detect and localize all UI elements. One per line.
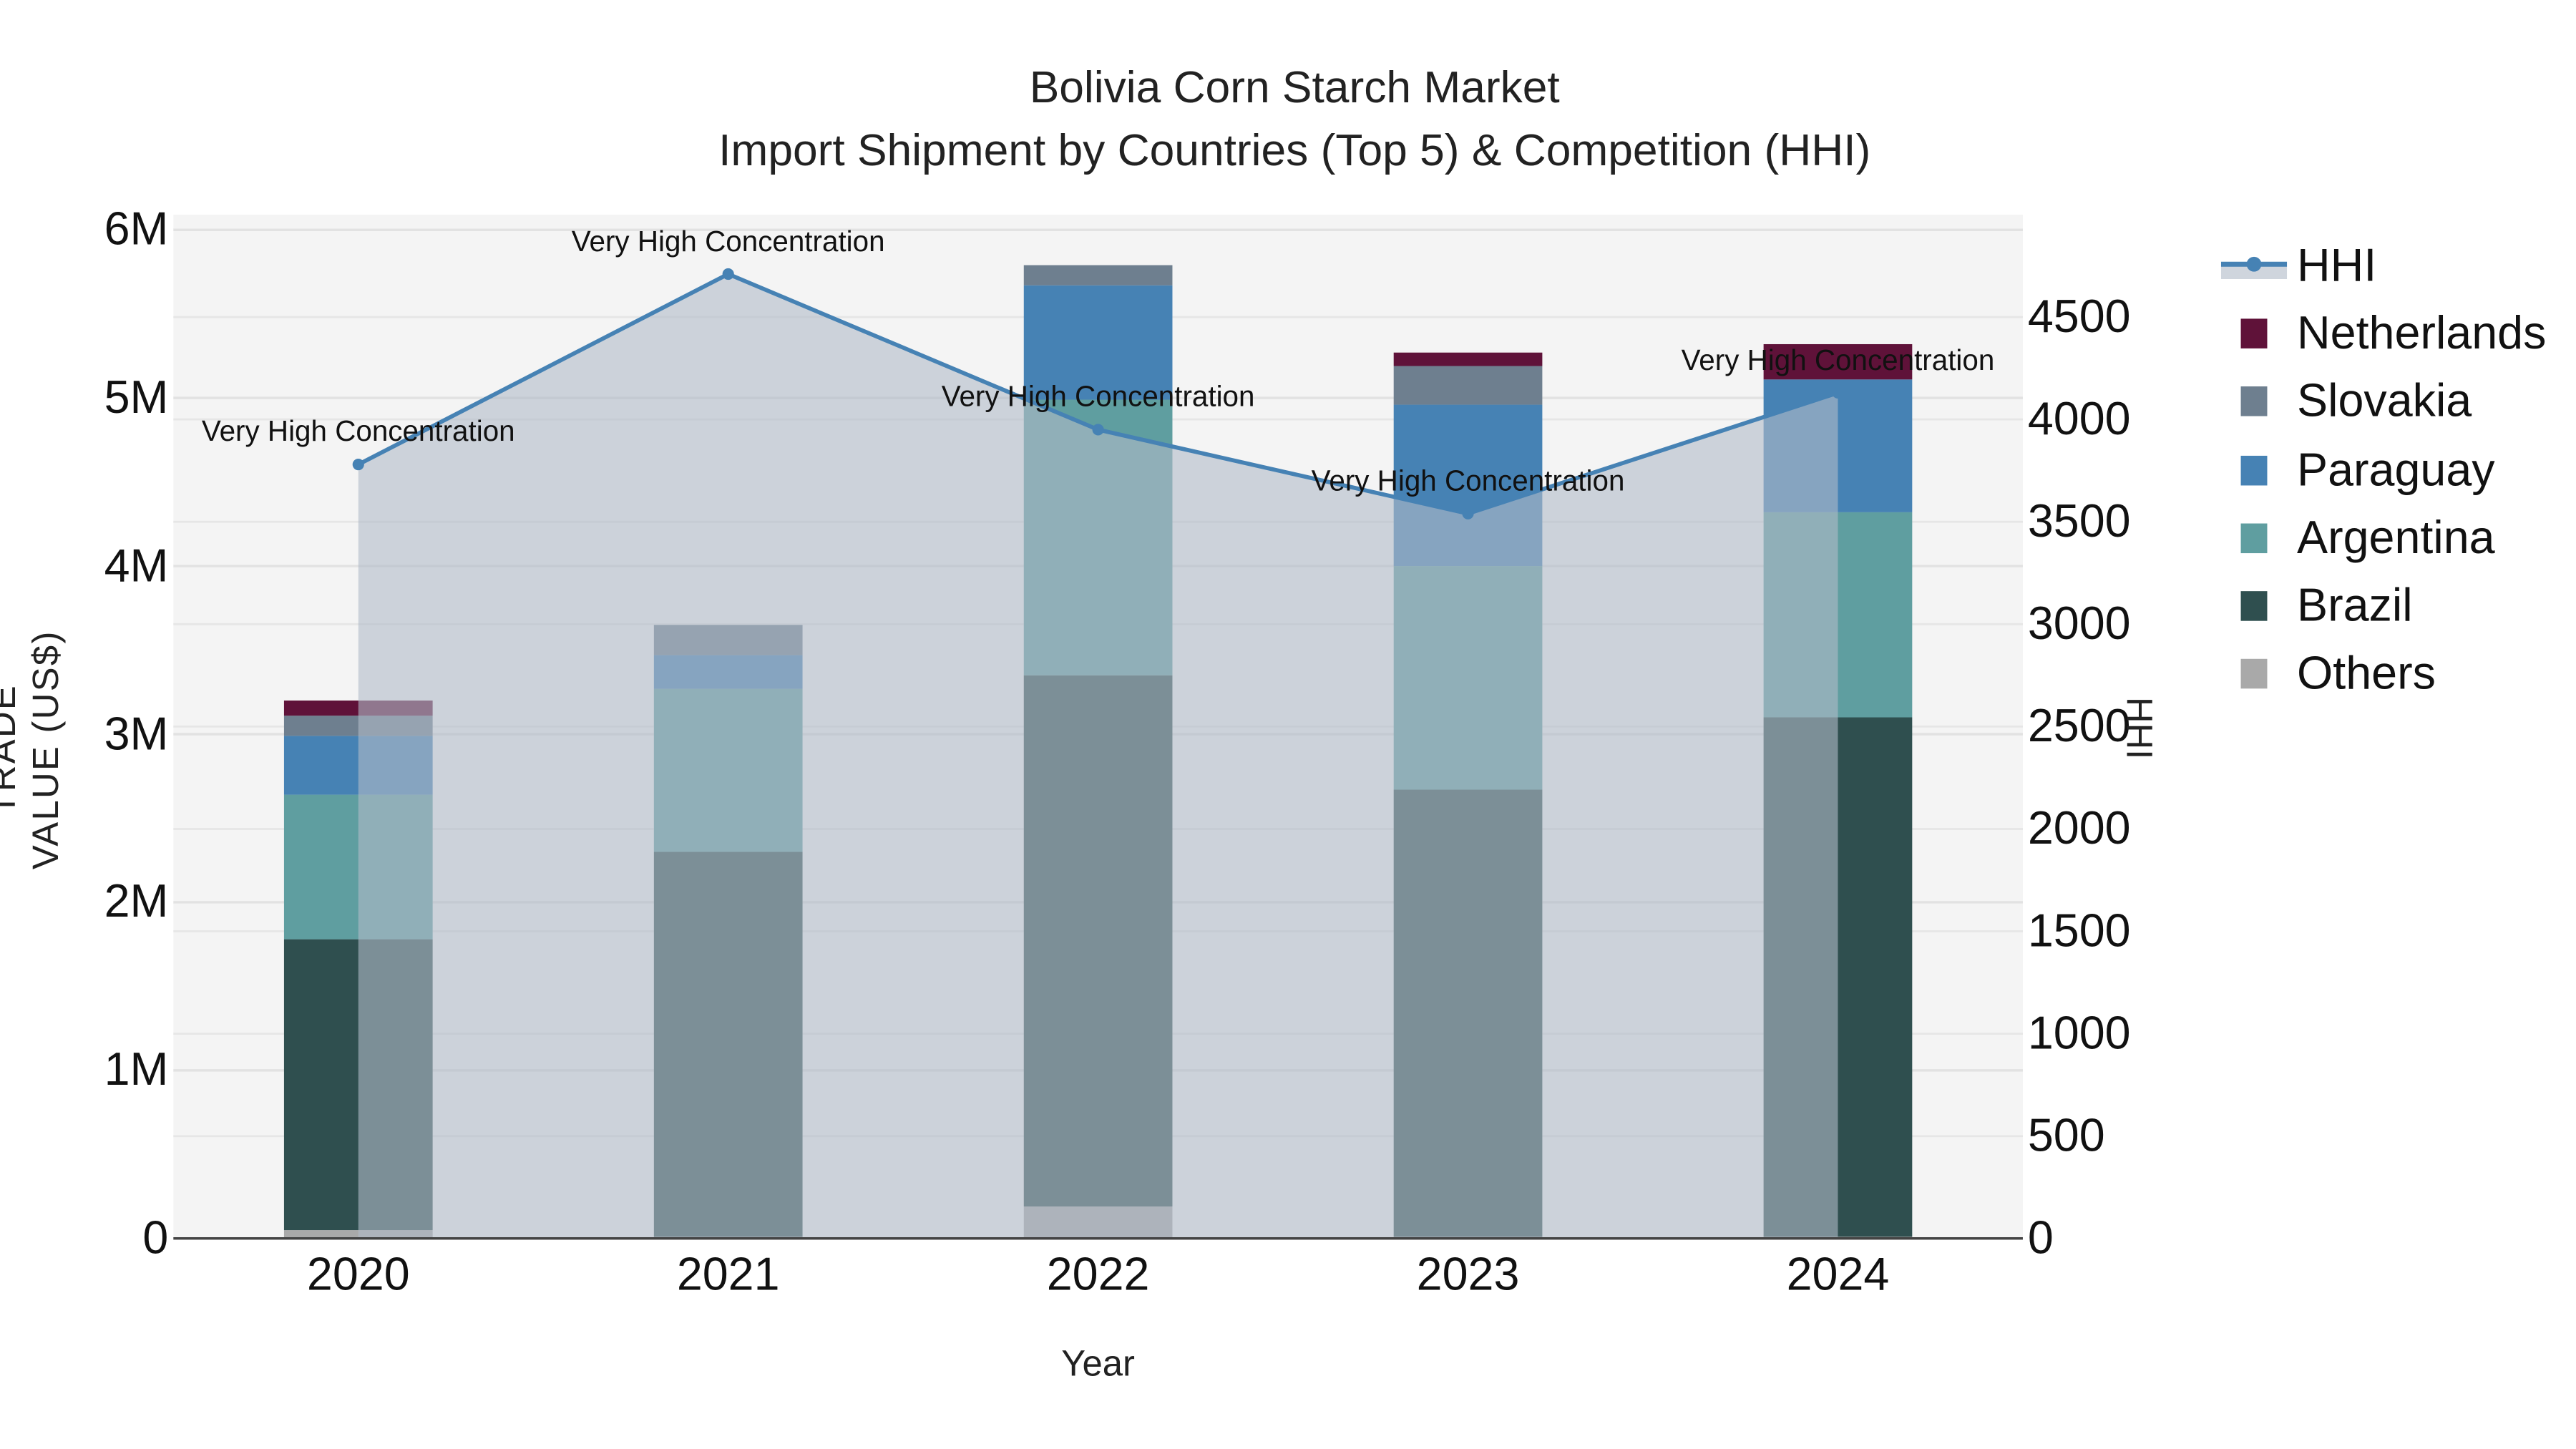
- x-tick: 2022: [1046, 1248, 1150, 1300]
- legend-label-hhi: HHI: [2297, 238, 2377, 291]
- legend-item-others[interactable]: Others: [2221, 640, 2547, 708]
- bar-netherlands-2024: [1763, 343, 1913, 380]
- legend-swatch-icon: [2240, 318, 2268, 348]
- legend-swatch-icon: [2240, 454, 2268, 485]
- hhi-marker: [1462, 507, 1474, 519]
- right-tick: 3500: [2027, 495, 2131, 547]
- right-tick: 500: [2027, 1109, 2105, 1161]
- hhi-annotation: Very High Concentration: [941, 380, 1255, 414]
- hhi-marker: [1092, 424, 1104, 436]
- legend-swatch-icon: [2240, 386, 2268, 417]
- bar-slovakia-2022: [1023, 265, 1173, 286]
- x-tick: 2024: [1786, 1248, 1890, 1300]
- hhi-marker: [722, 268, 734, 280]
- legend-label: Slovakia: [2297, 375, 2472, 426]
- x-tick: 2023: [1416, 1248, 1520, 1300]
- legend-label: Netherlands: [2297, 307, 2547, 358]
- legend-label: Others: [2297, 648, 2436, 700]
- legend-swatch-icon: [2240, 591, 2268, 621]
- hhi-annotation: Very High Concentration: [571, 224, 885, 258]
- left-tick: 3M: [104, 708, 169, 759]
- right-tick: 3000: [2027, 597, 2131, 649]
- x-tick: 2021: [676, 1248, 780, 1300]
- chart-title: Bolivia Corn Starch Market: [1029, 62, 1560, 112]
- left-tick: 0: [142, 1211, 169, 1264]
- legend-swatch-icon: [2240, 523, 2268, 553]
- left-tick: 1M: [104, 1043, 169, 1096]
- y2-axis-label: HHI: [2118, 696, 2160, 760]
- right-tick: 2500: [2027, 700, 2131, 752]
- left-tick: 5M: [104, 371, 169, 423]
- hhi-annotation: Very High Concentration: [1311, 464, 1625, 497]
- right-tick: 0: [2027, 1211, 2054, 1264]
- bar-paraguay-2022: [1023, 285, 1173, 400]
- right-tick: 1000: [2027, 1007, 2131, 1059]
- legend-label: Argentina: [2297, 511, 2495, 563]
- left-tick: 6M: [104, 203, 169, 255]
- line-marker-icon: [2220, 256, 2288, 279]
- bar-netherlands-2023: [1393, 352, 1543, 366]
- legend-item-slovakia[interactable]: Slovakia: [2221, 368, 2547, 436]
- hhi-marker: [1832, 386, 1844, 399]
- left-tick: 2M: [104, 875, 169, 927]
- legend: HHI Netherlands Slovakia Paraguay Argentina…: [2220, 231, 2547, 708]
- bar-slovakia-2023: [1393, 366, 1543, 405]
- right-tick: 1500: [2027, 904, 2131, 957]
- legend-item-paraguay[interactable]: Paraguay: [2221, 436, 2547, 504]
- legend-item-brazil[interactable]: Brazil: [2221, 572, 2547, 640]
- legend-item-hhi[interactable]: HHI: [2220, 231, 2547, 299]
- legend-item-argentina[interactable]: Argentina: [2221, 504, 2547, 572]
- hhi-annotation: Very High Concentration: [1681, 343, 1995, 376]
- x-tick: 2020: [306, 1248, 410, 1300]
- right-tick: 4000: [2027, 393, 2131, 444]
- chart-subtitle: Import Shipment by Countries (Top 5) & C…: [718, 125, 1871, 175]
- legend-item-netherlands[interactable]: Netherlands: [2221, 299, 2547, 367]
- left-tick: 4M: [104, 540, 169, 591]
- y-axis-label: TRADE VALUE (US$): [0, 630, 67, 870]
- hhi-annotation: Very High Concentration: [201, 414, 515, 448]
- right-tick: 4500: [2027, 291, 2131, 342]
- right-tick: 2000: [2027, 802, 2131, 854]
- hhi-marker: [352, 459, 364, 471]
- legend-label: Paraguay: [2297, 443, 2495, 495]
- x-axis-label: Year: [1061, 1342, 1135, 1384]
- legend-label: Brazil: [2297, 580, 2413, 631]
- legend-swatch-icon: [2240, 659, 2268, 690]
